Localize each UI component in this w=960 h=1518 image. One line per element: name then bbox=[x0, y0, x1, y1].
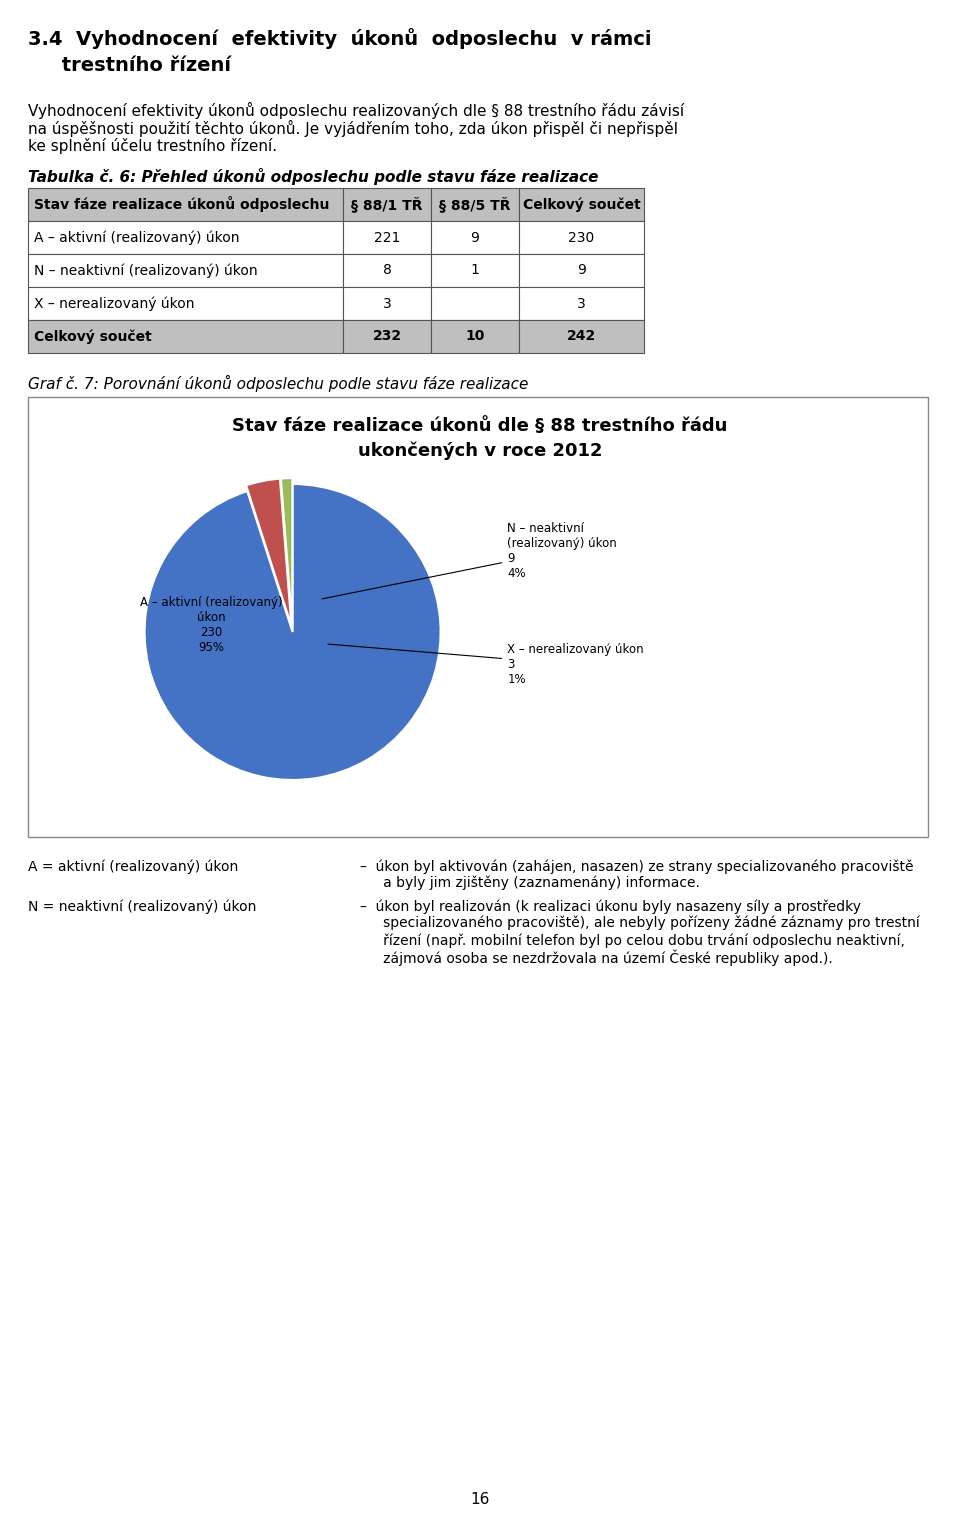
Bar bbox=[431, 222, 519, 254]
Text: Vyhodnocení efektivity úkonů odposlechu realizovaných dle § 88 trestního řádu zá: Vyhodnocení efektivity úkonů odposlechu … bbox=[28, 102, 684, 118]
Text: X – nerealizovaný úkon
3
1%: X – nerealizovaný úkon 3 1% bbox=[328, 644, 644, 686]
Bar bbox=[343, 287, 431, 320]
Text: ukončených v roce 2012: ukončených v roce 2012 bbox=[358, 442, 602, 460]
Bar bbox=[519, 254, 644, 287]
Text: A – aktivní (realizovaný) úkon: A – aktivní (realizovaný) úkon bbox=[34, 231, 239, 244]
Text: § 88/1 TŘ: § 88/1 TŘ bbox=[351, 197, 422, 213]
Bar bbox=[343, 320, 431, 354]
Wedge shape bbox=[145, 484, 441, 780]
Text: ke splnění účelu trestního řízení.: ke splnění účelu trestního řízení. bbox=[28, 138, 277, 153]
Text: Graf č. 7: Porovnání úkonů odposlechu podle stavu fáze realizace: Graf č. 7: Porovnání úkonů odposlechu po… bbox=[28, 375, 528, 392]
Bar bbox=[519, 222, 644, 254]
Text: 232: 232 bbox=[372, 329, 401, 343]
Bar bbox=[343, 188, 431, 222]
Text: –  úkon byl realizován (k realizaci úkonu byly nasazeny síly a prostředky: – úkon byl realizován (k realizaci úkonu… bbox=[360, 899, 861, 914]
Bar bbox=[431, 254, 519, 287]
Text: 221: 221 bbox=[373, 231, 400, 244]
Text: řízení (např. mobilní telefon byl po celou dobu trvání odposlechu neaktivní,: řízení (např. mobilní telefon byl po cel… bbox=[370, 934, 905, 947]
Text: X – nerealizovaný úkon: X – nerealizovaný úkon bbox=[34, 296, 195, 311]
Text: 9: 9 bbox=[470, 231, 479, 244]
Text: zájmová osoba se nezdržovala na území České republiky apod.).: zájmová osoba se nezdržovala na území Če… bbox=[370, 950, 832, 967]
Wedge shape bbox=[246, 478, 292, 627]
Bar bbox=[519, 287, 644, 320]
Text: N – neaktivní
(realizovaný) úkon
9
4%: N – neaktivní (realizovaný) úkon 9 4% bbox=[322, 522, 617, 600]
Text: § 88/5 TŘ: § 88/5 TŘ bbox=[440, 197, 511, 213]
Text: 230: 230 bbox=[568, 231, 594, 244]
Text: A – aktivní (realizovaný)
úkon
230
95%: A – aktivní (realizovaný) úkon 230 95% bbox=[140, 595, 282, 654]
Wedge shape bbox=[281, 478, 293, 625]
Text: N = neaktivní (realizovaný) úkon: N = neaktivní (realizovaný) úkon bbox=[28, 899, 256, 914]
Text: 9: 9 bbox=[577, 264, 586, 278]
Text: Stav fáze realizace úkonů dle § 88 trestního řádu: Stav fáze realizace úkonů dle § 88 trest… bbox=[232, 417, 728, 436]
Bar bbox=[28, 320, 343, 354]
Text: 3.4  Vyhodnocení  efektivity  úkonů  odposlechu  v rámci: 3.4 Vyhodnocení efektivity úkonů odposle… bbox=[28, 27, 652, 49]
Bar bbox=[431, 188, 519, 222]
Bar bbox=[431, 287, 519, 320]
Text: 10: 10 bbox=[466, 329, 485, 343]
Text: a byly jim zjištěny (zaznamenány) informace.: a byly jim zjištěny (zaznamenány) inform… bbox=[370, 876, 700, 891]
Bar bbox=[28, 287, 343, 320]
Bar bbox=[343, 222, 431, 254]
Text: specializovaného pracoviště), ale nebyly pořízeny žádné záznamy pro trestní: specializovaného pracoviště), ale nebyly… bbox=[370, 915, 920, 931]
Text: 3: 3 bbox=[383, 296, 392, 311]
Text: –  úkon byl aktivován (zahájen, nasazen) ze strany specializovaného pracoviště: – úkon byl aktivován (zahájen, nasazen) … bbox=[360, 859, 914, 873]
Text: Stav fáze realizace úkonů odposlechu: Stav fáze realizace úkonů odposlechu bbox=[34, 196, 329, 213]
Text: 8: 8 bbox=[383, 264, 392, 278]
Bar bbox=[28, 222, 343, 254]
Text: trestního řízení: trestního řízení bbox=[28, 56, 231, 74]
Text: 16: 16 bbox=[470, 1492, 490, 1507]
Bar bbox=[431, 320, 519, 354]
Text: A = aktivní (realizovaný) úkon: A = aktivní (realizovaný) úkon bbox=[28, 859, 238, 873]
Text: Celkový součet: Celkový součet bbox=[522, 197, 640, 211]
Text: 242: 242 bbox=[566, 329, 596, 343]
Bar bbox=[28, 188, 343, 222]
Text: na úspěšnosti použití těchto úkonů. Je vyjádřením toho, zda úkon přispěl či nepř: na úspěšnosti použití těchto úkonů. Je v… bbox=[28, 120, 678, 137]
Bar bbox=[519, 320, 644, 354]
Bar bbox=[519, 188, 644, 222]
Text: N – neaktivní (realizovaný) úkon: N – neaktivní (realizovaný) úkon bbox=[34, 263, 257, 278]
Text: Tabulka č. 6: Přehled úkonů odposlechu podle stavu fáze realizace: Tabulka č. 6: Přehled úkonů odposlechu p… bbox=[28, 168, 598, 185]
Text: 1: 1 bbox=[470, 264, 479, 278]
Bar bbox=[343, 254, 431, 287]
Bar bbox=[28, 398, 928, 836]
Text: 3: 3 bbox=[577, 296, 586, 311]
Bar bbox=[28, 254, 343, 287]
Text: Celkový součet: Celkový součet bbox=[34, 329, 152, 343]
